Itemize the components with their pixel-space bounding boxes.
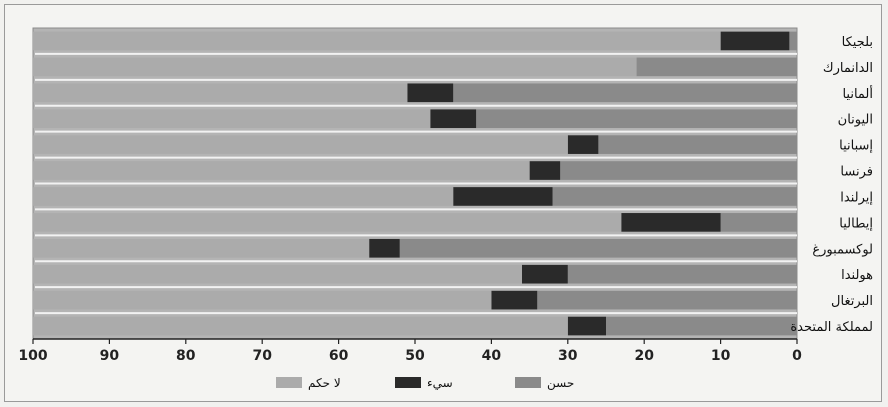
bar-segment bbox=[621, 213, 721, 232]
chart-svg: 100 90 80 70 60 50 40 30 20 10 0 بلجيكاالدانماركأل… bbox=[18, 27, 873, 391]
category-label: ألمانيا bbox=[842, 85, 873, 102]
bar-segment bbox=[598, 135, 797, 154]
bar-segment bbox=[789, 31, 797, 51]
x-tick-label: 0 bbox=[792, 348, 802, 364]
bar-segment bbox=[552, 187, 797, 206]
x-tick-label: 20 bbox=[634, 348, 654, 364]
bar-segment bbox=[453, 187, 553, 206]
x-tick-label: 50 bbox=[405, 348, 425, 364]
bar-segment bbox=[567, 135, 599, 154]
bar-segment bbox=[33, 83, 408, 103]
legend-swatch bbox=[515, 377, 541, 388]
x-tick-label: 80 bbox=[176, 348, 196, 364]
bar-segment bbox=[720, 31, 790, 51]
x-tick-label: 10 bbox=[711, 348, 731, 364]
bar-segment bbox=[33, 213, 622, 232]
bar-segment bbox=[33, 238, 370, 258]
category-labels-group: بلجيكا الدانمارك ألمانيا اليونان إسبانيا فرنس… bbox=[790, 35, 873, 335]
category-label: هولندا bbox=[841, 268, 873, 283]
bar-segment bbox=[33, 135, 568, 154]
bar-segment bbox=[33, 290, 492, 310]
x-tick-label: 30 bbox=[558, 348, 578, 364]
row-separators bbox=[35, 52, 797, 315]
chart-frame: 100 90 80 70 60 50 40 30 20 10 0 بلجيكا الدانمارك أل… bbox=[4, 4, 882, 402]
bar-segment bbox=[567, 264, 797, 284]
category-label: بلجيكا bbox=[842, 35, 873, 50]
legend-swatch bbox=[395, 377, 421, 388]
bar-segment bbox=[521, 264, 568, 284]
category-label: إيرلندا bbox=[840, 190, 873, 205]
x-tick-label: 100 bbox=[18, 348, 47, 364]
x-tick-label: 40 bbox=[482, 348, 502, 364]
bar-segment bbox=[33, 316, 568, 336]
bar-segment bbox=[33, 57, 637, 77]
bar-segment bbox=[33, 161, 530, 180]
category-label: فرنسا bbox=[840, 165, 873, 180]
category-label: إسبانيا bbox=[839, 139, 873, 154]
bar-segment bbox=[407, 83, 454, 103]
bar-segment bbox=[453, 83, 797, 103]
bar-segment bbox=[369, 238, 400, 258]
legend-swatch bbox=[276, 377, 302, 388]
bar-segment bbox=[537, 290, 797, 310]
bar-segment bbox=[33, 109, 431, 129]
bar-segment bbox=[720, 213, 797, 232]
bar-segment bbox=[33, 31, 721, 51]
legend-label: سيء bbox=[427, 376, 453, 390]
bar-segment bbox=[33, 187, 454, 206]
bar-segment bbox=[560, 161, 797, 180]
category-label: إيطاليا bbox=[839, 216, 873, 231]
bar-segment bbox=[636, 57, 797, 77]
x-tick-label: 70 bbox=[252, 348, 272, 364]
category-label: لمملكة المتحدة bbox=[790, 320, 873, 335]
legend-label: لا حكم bbox=[308, 376, 341, 390]
bar-segment bbox=[606, 316, 797, 336]
category-label: لوكسمبورغ bbox=[812, 242, 873, 257]
legend-label: حسن bbox=[547, 376, 574, 391]
category-label: الدانمارك bbox=[823, 61, 873, 76]
x-tick-label: 60 bbox=[329, 348, 349, 364]
bar-segment bbox=[476, 109, 797, 129]
category-label: اليونان bbox=[838, 113, 873, 128]
bars-group bbox=[33, 31, 797, 336]
x-tick-label: 90 bbox=[100, 348, 120, 364]
bar-segment bbox=[529, 161, 561, 180]
bar-segment bbox=[491, 290, 538, 310]
bar-segment bbox=[399, 238, 797, 258]
x-ticks-group: 100 90 80 70 60 50 40 30 20 10 0 bbox=[18, 339, 802, 364]
bar-segment bbox=[430, 109, 477, 129]
category-label: البرتغال bbox=[831, 294, 873, 309]
bar-segment bbox=[33, 264, 522, 284]
legend: لا حكم سيء حسن bbox=[276, 376, 574, 391]
bar-segment bbox=[567, 316, 606, 336]
